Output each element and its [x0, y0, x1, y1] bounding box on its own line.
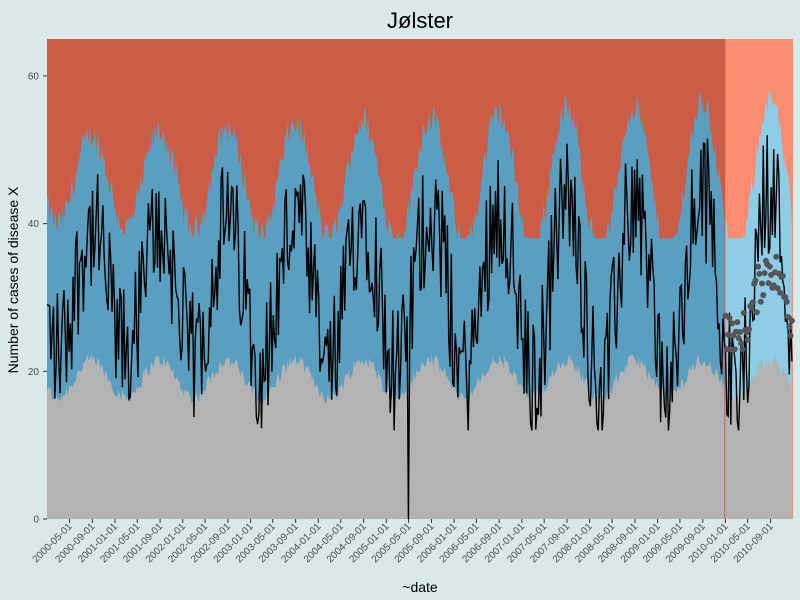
- observed-line: [46, 135, 793, 520]
- forecast-point: [725, 331, 732, 338]
- forecast-point: [757, 298, 764, 305]
- forecast-point: [785, 314, 791, 320]
- forecast-point: [765, 280, 772, 287]
- forecast-point: [752, 277, 759, 284]
- y-tick-label: 20: [28, 367, 40, 378]
- y-tick-label: 60: [28, 71, 40, 82]
- forecast-point: [766, 263, 773, 270]
- forecast-point: [761, 270, 768, 276]
- y-tick-label: 0: [33, 515, 39, 526]
- y-tick-label: 40: [28, 219, 40, 230]
- forecast-point: [779, 272, 786, 279]
- forecast-point: [731, 346, 738, 353]
- forecast-point: [755, 263, 762, 270]
- forecast-point: [749, 299, 756, 306]
- forecast-point: [746, 326, 752, 333]
- forecast-point: [744, 336, 751, 343]
- forecast-point: [735, 335, 742, 341]
- forecast-point: [787, 332, 794, 339]
- forecast-point: [788, 317, 795, 324]
- plot-area: [46, 39, 795, 520]
- forecast-point: [739, 346, 746, 353]
- x-axis-label: ~date: [402, 579, 438, 595]
- forecast-point: [740, 309, 747, 316]
- chart-title: Jølster: [387, 8, 453, 33]
- forecast-point: [786, 323, 793, 330]
- forecast-point: [782, 294, 789, 301]
- y-axis: 0 20 40 60: [28, 71, 47, 526]
- forecast-point: [759, 280, 765, 287]
- forecast-point: [753, 309, 760, 316]
- forecast-point: [736, 329, 743, 335]
- forecast-point: [734, 319, 741, 326]
- low-band-forecast: [725, 355, 792, 519]
- forecast-point: [726, 315, 733, 321]
- forecast-point: [783, 298, 790, 305]
- forecast-point: [777, 289, 784, 296]
- forecast-point: [760, 292, 767, 299]
- y-axis-label: Number of cases of disease X: [5, 186, 21, 373]
- low-band-historical: [47, 353, 725, 519]
- forecast-point: [756, 270, 763, 277]
- forecast-point: [773, 253, 780, 260]
- forecast-point: [729, 320, 736, 327]
- forecast-point: [774, 285, 781, 292]
- forecast-point: [748, 304, 755, 311]
- forecast-point: [738, 340, 745, 347]
